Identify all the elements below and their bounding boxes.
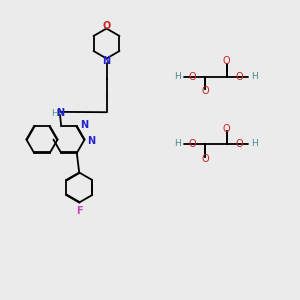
Text: H: H [251, 72, 258, 81]
Text: O: O [236, 139, 243, 149]
Text: H: H [51, 109, 58, 118]
Text: O: O [102, 21, 111, 32]
Text: O: O [201, 154, 209, 164]
Text: H: H [175, 72, 181, 81]
Text: N: N [102, 56, 111, 66]
Text: O: O [223, 124, 231, 134]
Text: F: F [76, 206, 83, 216]
Text: N: N [80, 120, 88, 130]
Text: H: H [251, 140, 258, 148]
Text: O: O [189, 71, 196, 82]
Text: N: N [56, 108, 64, 118]
Text: O: O [189, 139, 196, 149]
Text: N: N [88, 136, 96, 146]
Text: O: O [201, 86, 209, 97]
Text: O: O [236, 71, 243, 82]
Text: O: O [223, 56, 231, 67]
Text: H: H [175, 140, 181, 148]
